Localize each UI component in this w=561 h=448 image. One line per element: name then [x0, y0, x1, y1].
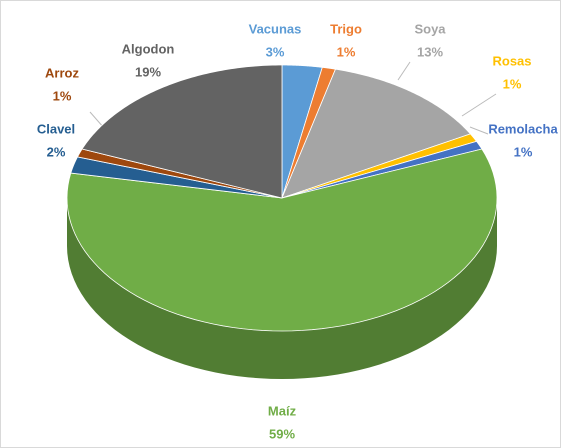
data-label-name: Maíz [268, 403, 297, 418]
pie-slice-side [67, 198, 497, 379]
data-label-name: Soya [414, 21, 446, 36]
pie-slice [281, 140, 483, 199]
data-label-value: 13% [417, 44, 443, 59]
data-label-name: Clavel [37, 121, 75, 136]
data-label-name: Arroz [45, 65, 79, 80]
data-label-name: Rosas [492, 53, 531, 68]
data-label-value: 1% [337, 44, 356, 59]
data-label-value: 1% [503, 76, 522, 91]
data-label-value: 1% [53, 88, 72, 103]
data-label-name: Algodon [122, 41, 175, 56]
leader-line [469, 126, 489, 135]
data-label-value: 3% [266, 44, 285, 59]
data-label-value: 59% [269, 426, 295, 441]
pie-slice [66, 148, 498, 332]
pie-slice [281, 133, 478, 199]
data-label-name: Vacunas [249, 21, 302, 36]
data-label-value: 19% [135, 64, 161, 79]
leader-line [397, 61, 411, 81]
data-label-value: 1% [514, 144, 533, 159]
pie-slice [281, 68, 472, 199]
data-label-value: 2% [47, 144, 66, 159]
data-label-name: Trigo [330, 21, 362, 36]
pie-slice [81, 64, 283, 199]
data-label-name: Remolacha [488, 121, 558, 136]
leader-line [461, 93, 497, 117]
